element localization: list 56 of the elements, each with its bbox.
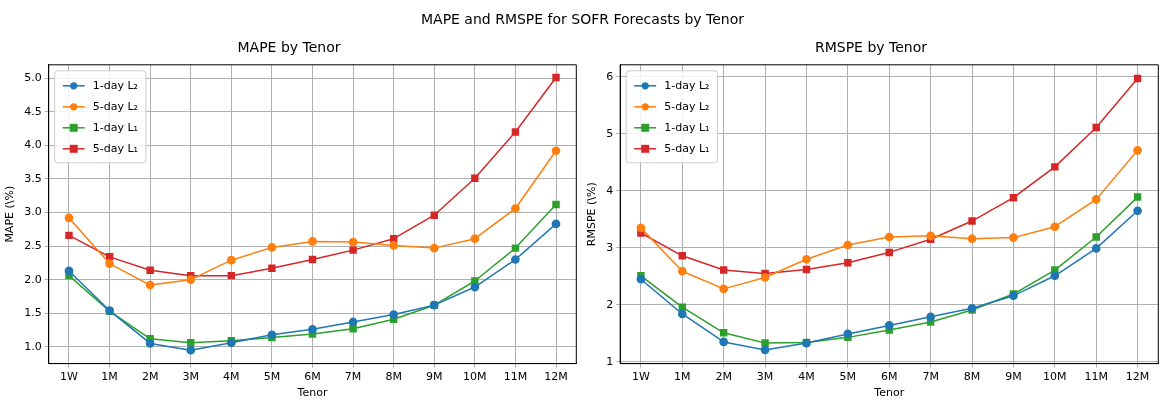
y-axis-title: MAPE (\%) xyxy=(3,185,17,243)
x-tick-label: 8M xyxy=(963,370,981,384)
x-tick-label: 4M xyxy=(223,370,240,384)
y-tick-label: 5.0 xyxy=(24,71,42,85)
x-tick-label: 9M xyxy=(426,370,443,384)
x-tick-label: 8M xyxy=(385,370,402,384)
legend-label: 1-day L₂ xyxy=(664,78,710,92)
x-axis-title: Tenor xyxy=(873,386,905,400)
x-tick-label: 2M xyxy=(141,370,159,384)
x-tick-label: 7M xyxy=(344,370,362,384)
y-tick-label: 1.0 xyxy=(24,339,42,353)
x-tick-label: 10M xyxy=(1043,370,1067,384)
legend-label: 5-day L₂ xyxy=(664,99,710,113)
x-tick-label: 3M xyxy=(756,370,774,384)
y-tick-label: 3.0 xyxy=(24,205,42,219)
x-tick-label: 10M xyxy=(463,370,487,384)
y-tick-label: 2 xyxy=(606,297,614,311)
legend-label: 1-day L₁ xyxy=(92,120,138,134)
x-tick-label: 5M xyxy=(263,370,281,384)
x-tick-label: 6M xyxy=(881,370,898,384)
y-tick-label: 5 xyxy=(606,126,614,140)
x-tick-label: 2M xyxy=(715,370,732,384)
x-tick-label: 4M xyxy=(798,370,815,384)
y-tick-label: 3 xyxy=(606,240,614,254)
x-tick-label: 11M xyxy=(1084,370,1108,384)
x-tick-label: 9M xyxy=(1005,370,1022,384)
y-tick-label: 3.5 xyxy=(24,171,42,185)
x-tick-label: 1W xyxy=(60,370,79,384)
x-tick-label: 5M xyxy=(839,370,857,384)
x-tick-label: 7M xyxy=(922,370,939,384)
x-axis-title: Tenor xyxy=(296,386,328,400)
y-tick-label: 6 xyxy=(606,69,614,83)
x-tick-label: 12M xyxy=(1125,370,1150,384)
y-tick-label: 1 xyxy=(606,354,614,368)
legend-label: 5-day L₂ xyxy=(92,99,138,113)
legend-label: 5-day L₁ xyxy=(92,141,138,155)
legend-label: 5-day L₁ xyxy=(664,141,710,155)
y-tick-label: 4.0 xyxy=(24,138,42,152)
x-tick-label: 1W xyxy=(631,370,650,384)
y-tick-label: 2.0 xyxy=(24,272,42,286)
x-tick-label: 6M xyxy=(304,370,321,384)
legend-label: 1-day L₂ xyxy=(92,78,138,92)
y-tick-label: 2.5 xyxy=(24,238,42,252)
x-tick-label: 11M xyxy=(503,370,528,384)
chart-title: RMSPE by Tenor xyxy=(814,39,928,56)
y-axis-title: RMSPE (\%) xyxy=(585,182,599,247)
y-tick-label: 1.5 xyxy=(24,306,42,320)
x-tick-label: 1M xyxy=(674,370,691,384)
text: MAPE and RMSPE for SOFR Forecasts by Tenor xyxy=(419,10,745,29)
y-tick-label: 4.5 xyxy=(24,104,42,118)
legend-label: 1-day L₁ xyxy=(664,120,710,134)
chart-title: MAPE by Tenor xyxy=(237,39,341,56)
x-tick-label: 12M xyxy=(544,370,568,384)
y-tick-label: 4 xyxy=(606,183,614,197)
x-tick-label: 3M xyxy=(182,370,199,384)
x-tick-label: 1M xyxy=(101,370,118,384)
